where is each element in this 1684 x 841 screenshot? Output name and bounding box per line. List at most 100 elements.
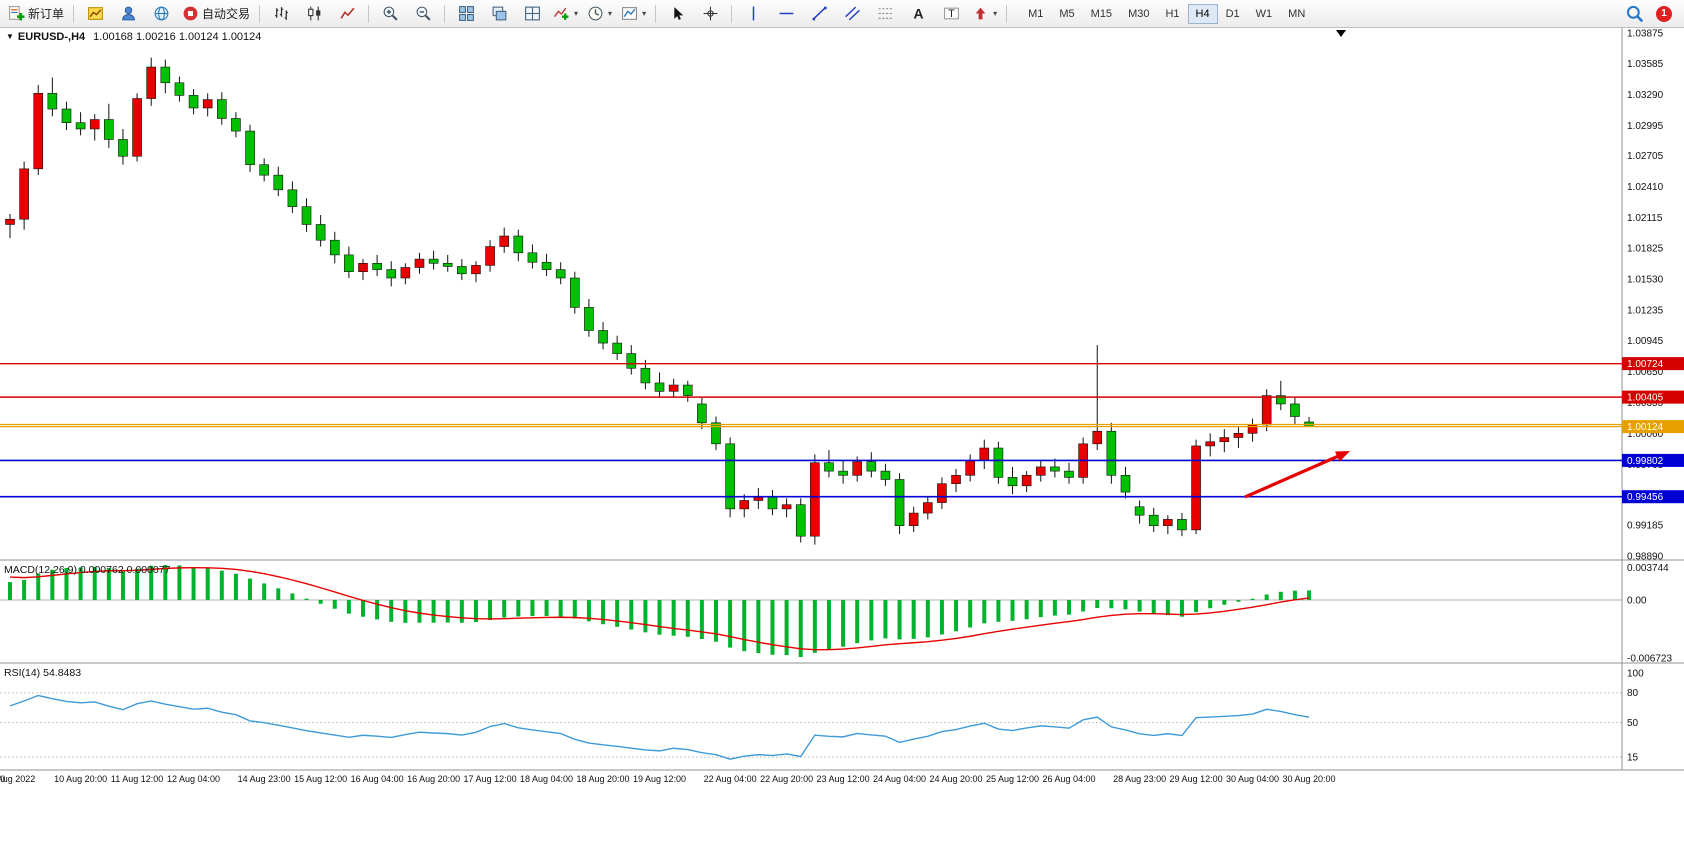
svg-text:30 Aug 20:00: 30 Aug 20:00 [1283, 774, 1336, 784]
svg-text:1.00124: 1.00124 [1627, 422, 1664, 433]
bar-chart-button[interactable] [265, 2, 297, 26]
fibonacci-icon [878, 8, 892, 19]
toolbar-separator [73, 4, 75, 23]
svg-text:16 Aug 04:00: 16 Aug 04:00 [351, 774, 404, 784]
horizontal-line-button[interactable] [770, 2, 802, 26]
auto-trading-button[interactable]: 自动交易 [178, 2, 254, 26]
timeframe-button-m15[interactable]: M15 [1090, 7, 1113, 20]
toolbar-right: 1 [1626, 5, 1680, 23]
symbol-dropdown-icon[interactable]: ▼ [6, 32, 14, 41]
profiles-icon [121, 6, 135, 21]
timeframe-button-mn[interactable]: MN [1288, 7, 1306, 20]
toolbar-separator [1006, 4, 1008, 23]
dropdown-caret-icon: ▾ [642, 9, 647, 18]
timeframe-button-w1[interactable]: W1 [1255, 7, 1273, 20]
new-order-icon [9, 6, 25, 21]
periods-button[interactable]: ▾ [583, 2, 616, 26]
svg-text:T: T [948, 8, 955, 20]
time-axis: 010 Aug 2022 10 Aug 20:00 11 Aug 12:00 12 A… [0, 774, 1336, 784]
timeframe-button-m1[interactable]: M1 [1028, 7, 1044, 20]
timeframe-button-h4[interactable]: H4 [1187, 3, 1218, 24]
fibonacci-button[interactable] [869, 2, 901, 26]
toolbar-separator [444, 4, 446, 23]
timeframe-button-d1[interactable]: D1 [1225, 7, 1240, 20]
templates-icon [622, 7, 637, 20]
vertical-line-button[interactable] [737, 2, 769, 26]
tile-windows-button[interactable] [450, 2, 482, 26]
auto-trading-label: 自动交易 [202, 7, 251, 21]
line-chart-button[interactable] [331, 2, 363, 26]
svg-text:15 Aug 12:00: 15 Aug 12:00 [294, 774, 347, 784]
profiles-button[interactable] [112, 2, 144, 26]
trend-arrow [1244, 453, 1342, 499]
svg-text:1.03585: 1.03585 [1627, 59, 1664, 70]
horizontal-line-icon [779, 12, 793, 15]
svg-text:0.99185: 0.99185 [1627, 521, 1664, 532]
svg-text:1.02410: 1.02410 [1627, 182, 1664, 193]
channel-icon [844, 6, 860, 21]
templates-button[interactable]: ▾ [617, 2, 650, 26]
cascade-windows-button[interactable] [483, 2, 515, 26]
svg-text:1.02995: 1.02995 [1627, 121, 1664, 132]
text-label-button[interactable]: T [935, 2, 967, 26]
svg-text:10 Aug 2022: 10 Aug 2022 [0, 774, 35, 784]
channel-button[interactable] [836, 2, 868, 26]
zoom-in-button[interactable] [374, 2, 406, 26]
svg-text:1.01235: 1.01235 [1627, 306, 1664, 317]
dropdown-caret-icon: ▾ [608, 9, 613, 18]
svg-text:0.99802: 0.99802 [1627, 456, 1664, 467]
svg-text:29 Aug 12:00: 29 Aug 12:00 [1170, 774, 1223, 784]
notifications-badge[interactable]: 1 [1656, 5, 1672, 22]
timeframe-button-h1[interactable]: H1 [1165, 7, 1180, 20]
arrows-button[interactable]: ▾ [968, 2, 1001, 26]
chart-shift-marker [1336, 30, 1346, 37]
auto-trading-icon [183, 6, 198, 21]
svg-text:0: 0 [0, 774, 5, 784]
svg-text:19 Aug 12:00: 19 Aug 12:00 [633, 774, 686, 784]
tile-windows-icon [458, 6, 474, 21]
svg-text:15: 15 [1627, 753, 1639, 764]
market-watch-button[interactable] [145, 2, 177, 26]
crosshair-button[interactable] [694, 2, 726, 26]
zoom-out-button[interactable] [407, 2, 439, 26]
price-lines: 1.00724 1.00405 1.00124 0.99802 0.99456 [0, 357, 1684, 504]
svg-text:1.00405: 1.00405 [1627, 393, 1664, 404]
crosshair-icon [703, 6, 717, 21]
svg-text:16 Aug 20:00: 16 Aug 20:00 [407, 774, 460, 784]
svg-text:0.003744: 0.003744 [1627, 563, 1669, 574]
indicators-icon [554, 7, 569, 20]
new-order-button[interactable]: 新订单 [4, 2, 68, 26]
new-order-label: 新订单 [28, 7, 65, 21]
vertical-line-icon [752, 6, 754, 21]
periods-clock-icon [588, 6, 603, 21]
candlestick-chart-button[interactable] [298, 2, 330, 26]
bar-chart-icon [274, 7, 288, 20]
cursor-button[interactable] [661, 2, 693, 26]
svg-text:100: 100 [1627, 668, 1644, 679]
cursor-icon [673, 7, 683, 20]
timeframe-button-m5[interactable]: M5 [1059, 7, 1075, 20]
svg-text:30 Aug 04:00: 30 Aug 04:00 [1226, 774, 1279, 784]
svg-text:14 Aug 23:00: 14 Aug 23:00 [238, 774, 291, 784]
text-icon: A [913, 5, 923, 21]
arrange-windows-button[interactable] [516, 2, 548, 26]
svg-text:1.02705: 1.02705 [1627, 151, 1664, 162]
toolbar: 新订单 自动交易 [0, 0, 1684, 28]
text-button[interactable]: A [902, 2, 934, 26]
zoom-out-icon [416, 6, 431, 21]
indicators-button[interactable]: ▾ [549, 2, 582, 26]
svg-text:1.00650: 1.00650 [1627, 367, 1664, 378]
svg-text:11 Aug 12:00: 11 Aug 12:00 [111, 774, 163, 784]
search-icon[interactable] [1626, 5, 1644, 23]
svg-text:80: 80 [1627, 688, 1639, 699]
chart-canvas[interactable]: 1.03875 1.03585 1.03290 1.02995 1.02705 1.024… [0, 28, 1684, 841]
trendline-button[interactable] [803, 2, 835, 26]
new-chart-button[interactable] [79, 2, 111, 26]
new-chart-icon [87, 7, 103, 20]
macd-panel: 0.003744 0.00 -0.006723 [0, 563, 1672, 665]
svg-text:12 Aug 04:00: 12 Aug 04:00 [167, 774, 220, 784]
timeframe-button-m30[interactable]: M30 [1128, 7, 1150, 20]
chart-region[interactable]: 1.03875 1.03585 1.03290 1.02995 1.02705 1.024… [0, 28, 1684, 841]
svg-text:10 Aug 20:00: 10 Aug 20:00 [54, 774, 107, 784]
